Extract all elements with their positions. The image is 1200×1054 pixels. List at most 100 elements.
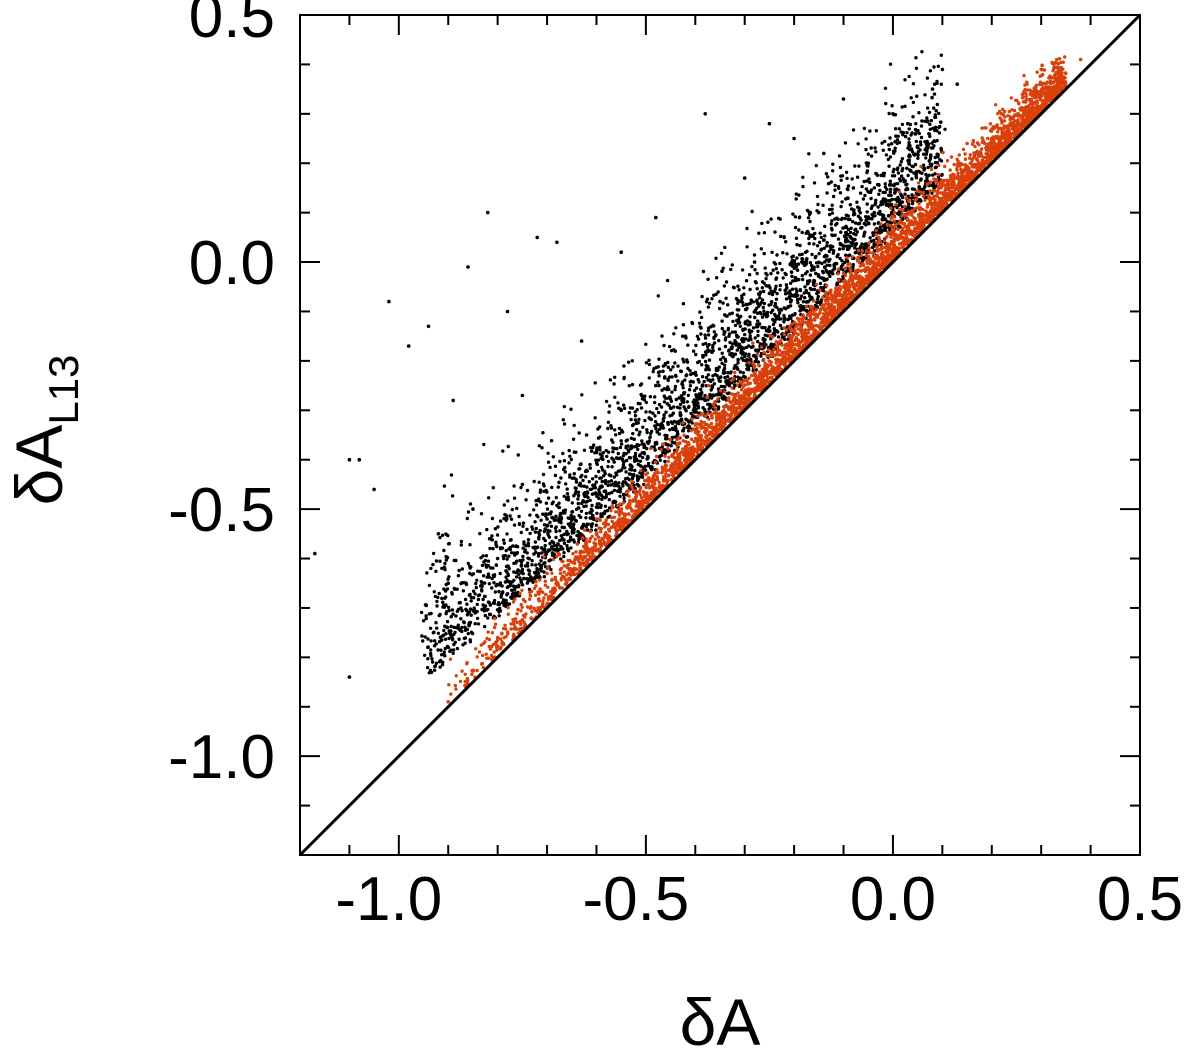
black-point — [888, 62, 893, 66]
black-point — [702, 397, 706, 401]
black-point — [700, 383, 705, 387]
black-point — [868, 129, 872, 133]
black-point — [782, 313, 786, 318]
black-point — [906, 173, 910, 178]
black-point — [874, 171, 878, 176]
black-point — [937, 125, 941, 130]
black-point — [457, 568, 461, 573]
black-point — [576, 490, 581, 494]
black-point — [697, 321, 702, 325]
red-point — [593, 548, 597, 552]
red-point — [630, 480, 634, 484]
black-point — [704, 363, 708, 368]
black-point — [533, 520, 537, 524]
red-point — [615, 530, 619, 535]
black-point — [657, 374, 661, 378]
black-point — [788, 304, 793, 308]
black-point — [630, 382, 635, 387]
black-point — [612, 475, 616, 479]
black-point — [862, 126, 867, 131]
black-point — [802, 291, 806, 295]
black-point — [554, 535, 558, 540]
black-point — [590, 477, 595, 481]
black-point — [665, 433, 669, 438]
black-point — [751, 354, 756, 358]
black-point — [440, 566, 444, 571]
black-point — [759, 300, 763, 305]
black-point — [703, 350, 708, 354]
black-point — [569, 457, 573, 462]
black-point — [584, 433, 589, 437]
black-point — [517, 514, 521, 519]
red-point — [928, 180, 933, 184]
black-point — [614, 433, 618, 437]
black-point — [638, 464, 643, 468]
black-point — [517, 572, 521, 576]
black-point — [624, 470, 628, 474]
black-point — [780, 268, 784, 272]
black-point — [530, 563, 534, 567]
black-point — [622, 493, 626, 497]
black-point — [474, 585, 478, 590]
black-point — [686, 366, 690, 371]
black-point — [791, 279, 795, 283]
black-point — [911, 100, 916, 105]
black-point — [833, 188, 837, 192]
black-point — [501, 449, 505, 453]
black-point — [452, 625, 456, 629]
black-point — [729, 267, 733, 272]
black-point — [861, 197, 866, 201]
black-point — [550, 539, 554, 544]
black-point — [633, 410, 637, 414]
black-point — [869, 146, 873, 150]
black-point — [511, 584, 516, 588]
black-point — [446, 645, 451, 650]
black-point — [468, 543, 472, 547]
black-point — [872, 242, 876, 246]
black-point — [916, 156, 920, 160]
black-point — [816, 202, 820, 207]
black-point — [585, 528, 590, 532]
black-point — [769, 271, 773, 276]
black-point — [919, 143, 923, 147]
black-point — [432, 590, 436, 594]
red-point — [871, 251, 875, 255]
black-point — [533, 577, 537, 581]
black-point — [528, 531, 532, 536]
black-point — [612, 483, 617, 488]
black-point — [675, 405, 680, 409]
black-point — [855, 230, 859, 234]
black-point — [887, 111, 891, 116]
black-point — [590, 492, 595, 496]
black-point — [510, 588, 514, 592]
black-point — [585, 485, 589, 489]
black-point — [706, 378, 710, 382]
red-point — [498, 637, 503, 641]
black-point — [483, 624, 487, 629]
black-point — [592, 443, 596, 447]
black-point — [446, 605, 451, 610]
black-point — [486, 572, 491, 576]
black-point — [706, 344, 710, 349]
black-point — [460, 567, 464, 571]
black-point — [548, 465, 552, 470]
black-point — [722, 329, 726, 334]
black-point — [486, 616, 490, 620]
black-point — [726, 371, 730, 375]
black-point — [931, 126, 935, 130]
black-point — [539, 559, 543, 563]
black-point — [754, 359, 758, 364]
black-point — [924, 142, 929, 147]
black-point — [594, 474, 598, 479]
red-point — [601, 521, 606, 526]
black-point — [550, 551, 554, 555]
black-point — [735, 335, 739, 339]
black-point — [655, 422, 660, 427]
black-point — [765, 273, 769, 277]
black-point — [846, 184, 851, 188]
red-point — [747, 361, 751, 365]
black-point — [636, 447, 640, 452]
black-point — [623, 477, 628, 481]
black-point — [912, 152, 916, 156]
black-point — [549, 439, 554, 443]
